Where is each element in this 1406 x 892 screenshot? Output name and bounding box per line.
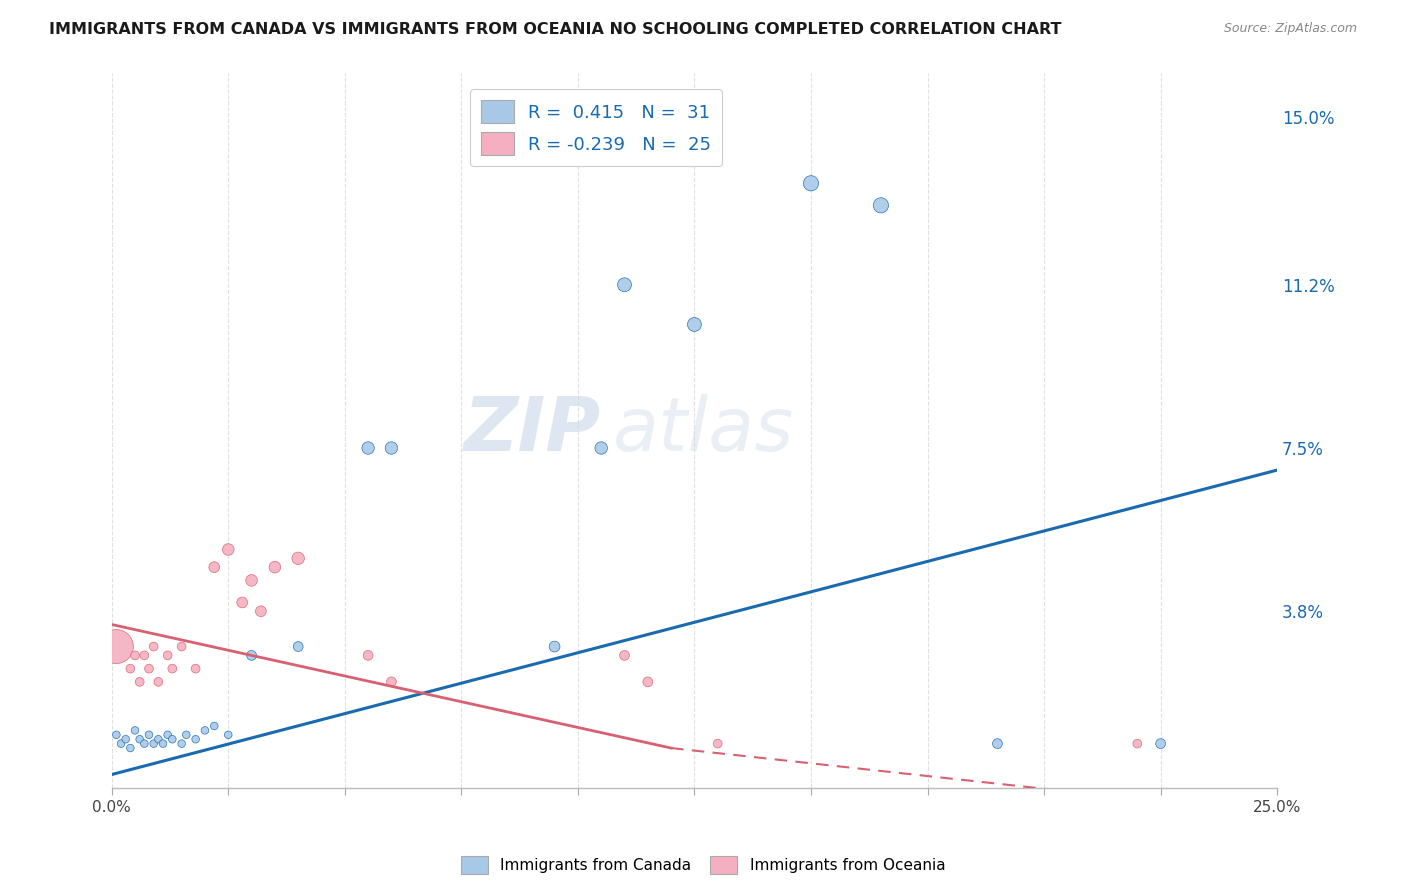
Point — [240, 574, 263, 588]
Point — [591, 441, 613, 455]
Legend: R =  0.415   N =  31, R = -0.239   N =  25: R = 0.415 N = 31, R = -0.239 N = 25 — [471, 89, 721, 166]
Point — [287, 640, 309, 654]
Point — [613, 277, 636, 292]
Point — [162, 732, 184, 747]
Point — [986, 737, 1008, 751]
Point — [706, 737, 728, 751]
Point — [202, 560, 225, 574]
Point — [152, 737, 174, 751]
Point — [138, 728, 160, 742]
Point — [156, 728, 179, 742]
Point — [217, 728, 239, 742]
Point — [637, 674, 659, 689]
Point — [287, 551, 309, 566]
Point — [148, 674, 170, 689]
Point — [174, 728, 197, 742]
Point — [124, 723, 146, 738]
Point — [231, 595, 253, 609]
Text: Source: ZipAtlas.com: Source: ZipAtlas.com — [1223, 22, 1357, 36]
Point — [380, 674, 402, 689]
Point — [120, 662, 142, 676]
Point — [134, 737, 156, 751]
Point — [1126, 737, 1149, 751]
Legend: Immigrants from Canada, Immigrants from Oceania: Immigrants from Canada, Immigrants from … — [454, 850, 952, 880]
Point — [142, 640, 165, 654]
Point — [357, 441, 380, 455]
Point — [194, 723, 217, 738]
Point — [184, 732, 207, 747]
Point — [1149, 737, 1171, 751]
Point — [800, 176, 823, 190]
Text: ZIP: ZIP — [464, 394, 602, 467]
Point — [156, 648, 179, 663]
Point — [124, 648, 146, 663]
Text: IMMIGRANTS FROM CANADA VS IMMIGRANTS FROM OCEANIA NO SCHOOLING COMPLETED CORRELA: IMMIGRANTS FROM CANADA VS IMMIGRANTS FRO… — [49, 22, 1062, 37]
Point — [138, 662, 160, 676]
Point — [202, 719, 225, 733]
Point — [105, 640, 128, 654]
Point — [170, 737, 193, 751]
Point — [110, 737, 132, 751]
Point — [263, 560, 285, 574]
Point — [240, 648, 263, 663]
Point — [170, 640, 193, 654]
Point — [105, 728, 128, 742]
Point — [683, 318, 706, 332]
Point — [134, 648, 156, 663]
Point — [217, 542, 239, 557]
Point — [114, 732, 136, 747]
Point — [543, 640, 565, 654]
Point — [613, 648, 636, 663]
Text: atlas: atlas — [613, 394, 794, 467]
Point — [128, 674, 150, 689]
Point — [148, 732, 170, 747]
Point — [380, 441, 402, 455]
Point — [128, 732, 150, 747]
Point — [162, 662, 184, 676]
Point — [250, 604, 273, 618]
Point — [120, 741, 142, 756]
Point — [357, 648, 380, 663]
Point — [870, 198, 893, 212]
Point — [184, 662, 207, 676]
Point — [142, 737, 165, 751]
